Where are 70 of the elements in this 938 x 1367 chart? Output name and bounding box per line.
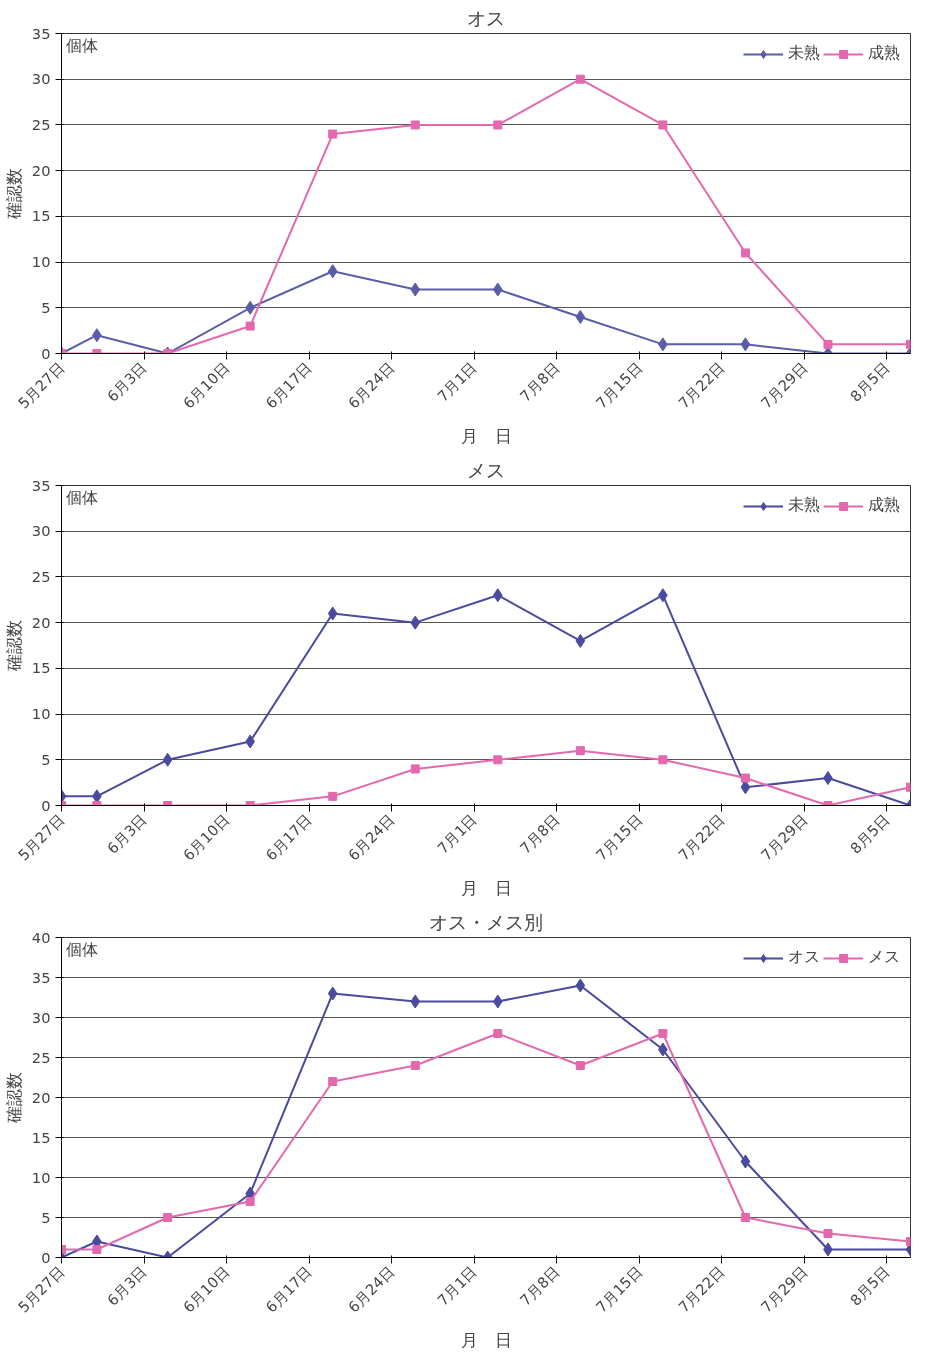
x-tick-label: 7月8日: [516, 810, 563, 857]
x-tick-label: 6月17日: [262, 358, 316, 412]
y-tick-label: 25: [31, 115, 51, 133]
x-tick-label: 6月24日: [344, 810, 398, 864]
x-tick-label: 7月15日: [592, 358, 646, 412]
x-tick-label: 6月3日: [103, 1262, 151, 1309]
x-tick-label: 6月3日: [103, 810, 151, 857]
legend-label: オス: [788, 947, 820, 968]
y-tick-label: 10: [31, 1168, 51, 1186]
y-tick-label: 25: [31, 1048, 51, 1066]
y-tick-label: 20: [31, 1088, 51, 1106]
x-tick-label: 7月29日: [757, 358, 811, 412]
y-tick-label: 15: [31, 1128, 51, 1146]
x-tick-label: 8月5日: [846, 810, 893, 857]
legend-label: 成熟: [868, 495, 900, 516]
y-axis-title: 確認数: [3, 168, 24, 220]
y-axis-title: 確認数: [3, 1072, 24, 1124]
y-tick-label: 10: [31, 705, 51, 723]
y-tick-label: 15: [31, 207, 51, 225]
y-tick-label: 30: [31, 1008, 51, 1026]
x-tick-label: 7月8日: [516, 1262, 563, 1309]
x-tick-label: 7月15日: [592, 1262, 646, 1316]
x-tick-label: 7月15日: [592, 810, 646, 864]
legend-label: メス: [868, 947, 900, 968]
x-tick-label: 7月8日: [516, 358, 563, 405]
x-tick-label: 8月5日: [846, 1262, 893, 1309]
y-tick-label: 30: [31, 522, 51, 540]
x-tick-label: 7月22日: [674, 358, 728, 412]
x-tick-label: 6月17日: [262, 1262, 316, 1316]
annotation: 個体: [65, 939, 98, 959]
annotation: 個体: [65, 487, 98, 507]
x-tick-label: 6月24日: [344, 358, 398, 412]
y-tick-label: 25: [31, 567, 51, 585]
x-axis-title: 月 日: [460, 1329, 512, 1350]
y-tick-label: 30: [31, 70, 51, 88]
x-tick-label: 7月1日: [433, 810, 481, 857]
x-tick-label: 8月5日: [846, 358, 893, 405]
y-tick-label: 10: [31, 253, 51, 271]
x-tick-label: 7月1日: [433, 1262, 481, 1309]
x-tick-label: 7月29日: [757, 1262, 811, 1316]
x-tick-label: 6月17日: [262, 810, 316, 864]
y-tick-label: 40: [31, 928, 51, 946]
x-tick-label: 6月10日: [179, 1262, 233, 1316]
legend-label: 成熟: [868, 43, 900, 64]
x-tick-label: 6月24日: [344, 1262, 398, 1316]
y-tick-label: 5: [41, 750, 51, 768]
x-axis-title: 月 日: [460, 425, 512, 446]
x-tick-label: 6月3日: [103, 358, 151, 405]
y-tick-label: 35: [31, 476, 51, 494]
legend-label: 未熟: [788, 43, 820, 64]
y-tick-label: 5: [41, 298, 51, 316]
chart-title: オス・メス別: [429, 911, 543, 933]
y-tick-label: 35: [31, 24, 51, 42]
chart-title: メス: [467, 459, 505, 481]
x-tick-label: 7月1日: [433, 358, 481, 405]
x-tick-label: 7月29日: [757, 810, 811, 864]
legend-label: 未熟: [788, 495, 820, 516]
y-axis-title: 確認数: [3, 620, 24, 672]
x-tick-label: 7月22日: [674, 1262, 728, 1316]
y-tick-label: 20: [31, 161, 51, 179]
y-tick-label: 20: [31, 613, 51, 631]
x-tick-label: 6月10日: [179, 810, 233, 864]
y-tick-label: 35: [31, 968, 51, 986]
x-tick-label: 7月22日: [674, 810, 728, 864]
chart-title: オス: [467, 7, 505, 29]
x-axis-title: 月 日: [460, 877, 512, 898]
y-tick-label: 5: [41, 1208, 51, 1226]
y-tick-label: 15: [31, 659, 51, 677]
annotation: 個体: [65, 35, 98, 55]
x-tick-label: 6月10日: [179, 358, 233, 412]
